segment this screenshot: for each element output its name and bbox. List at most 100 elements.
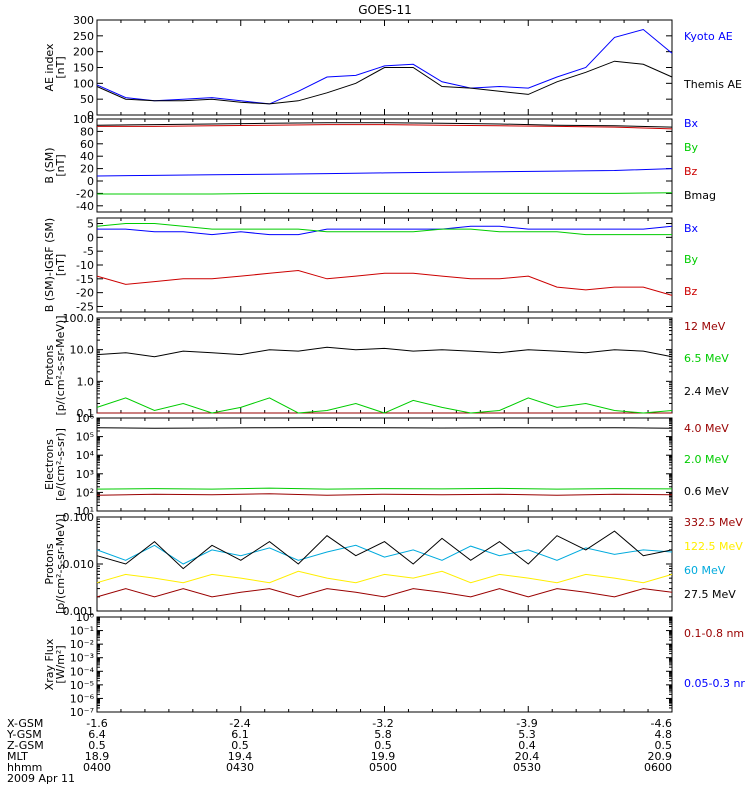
- legend-entry: Bmag: [684, 189, 716, 202]
- footer-value: 6.1: [231, 728, 249, 741]
- legend-entry: Bx: [684, 222, 699, 235]
- legend-entry: 332.5 MeV: [684, 516, 743, 529]
- series-line-bx: [96, 168, 673, 177]
- y-tick-label: 50: [80, 93, 94, 106]
- y-tick-label: 10⁶: [76, 412, 95, 425]
- y-tick-label: 10⁴: [76, 449, 95, 462]
- panel-frame: [96, 616, 673, 713]
- y-tick-label: 300: [73, 14, 94, 27]
- footer-value: 5.3: [518, 728, 536, 741]
- y-axis-label: Protons: [43, 543, 56, 584]
- series-line-bz: [97, 124, 673, 130]
- legend-entry: 2.4 MeV: [684, 385, 729, 398]
- legend-entry: Themis AE: [683, 78, 742, 91]
- y-tick-label: 0: [87, 175, 94, 188]
- series-line-6-5-mev: [96, 397, 673, 414]
- footer-value: 19.4: [228, 750, 253, 763]
- footer-row-label: hhmm: [7, 761, 42, 774]
- legend-entry: Bz: [684, 165, 698, 178]
- series-line-27-5-mev: [96, 530, 673, 570]
- panel-frame: [96, 317, 673, 414]
- footer-value: -1.6: [86, 717, 107, 730]
- y-axis-label: [p/(cm²-s-sr-MeV)]: [54, 316, 67, 416]
- series-line-2-0-mev: [96, 487, 673, 490]
- legend-entry: 122.5 MeV: [684, 540, 743, 553]
- footer-row-label: MLT: [7, 750, 28, 763]
- footer-date: 2009 Apr 11: [7, 772, 75, 785]
- y-axis-label: B (SM)-IGRF (SM): [43, 218, 56, 312]
- y-tick-label: 200: [73, 46, 94, 59]
- y-tick-label: 0.1: [77, 407, 95, 420]
- legend-entry: 2.0 MeV: [684, 453, 729, 466]
- footer-value: -2.4: [229, 717, 250, 730]
- footer-value: 6.4: [88, 728, 106, 741]
- panel-frame: [96, 417, 673, 512]
- y-tick-label: 0: [87, 231, 94, 244]
- footer-value: 0.5: [231, 739, 249, 752]
- y-axis-label: B (SM): [43, 147, 56, 183]
- series-line-bx: [97, 225, 673, 236]
- y-tick-label: 10⁰: [76, 611, 95, 624]
- y-tick-label: 10⁵: [76, 431, 94, 444]
- legend-entry: By: [684, 253, 699, 266]
- y-tick-label: 10.0: [70, 344, 95, 357]
- legend-entry: By: [684, 141, 699, 154]
- legend-entry: Bx: [684, 117, 699, 130]
- footer-value: 20.4: [515, 750, 540, 763]
- footer-row-label: Z-GSM: [7, 739, 44, 752]
- series-line-by: [96, 223, 672, 236]
- y-tick-label: 10²: [76, 486, 94, 499]
- y-axis-label: [e/(cm²-s-sr)]: [54, 428, 67, 501]
- y-tick-label: 10³: [76, 468, 94, 481]
- footer-value: 0500: [369, 761, 397, 774]
- y-tick-label: 5: [87, 218, 94, 231]
- series-line-by: [97, 192, 673, 195]
- footer-value: 5.8: [374, 728, 392, 741]
- y-tick-label: 250: [73, 30, 94, 43]
- y-tick-label: 10⁻⁷: [70, 706, 94, 719]
- footer-value: 0600: [644, 761, 672, 774]
- legend-entry: 0.1-0.8 nm: [684, 627, 744, 640]
- footer-value: 0.4: [518, 739, 536, 752]
- panel-protons_hi: 0.1 1.0 10.0 100.0 Protons[p/(cm²-s-sr-MeV)]…: [43, 312, 729, 420]
- footer-value: 19.9: [371, 750, 396, 763]
- footer-value: 0400: [83, 761, 111, 774]
- panel-protons_lo: 0.001 0.010 0.100 Protons[p/(cm²-s-sr-MeV)]…: [43, 511, 743, 618]
- panel-frame: [96, 118, 673, 213]
- y-tick-label: 100: [73, 77, 94, 90]
- y-axis-label: [nT]: [54, 254, 67, 276]
- series-line-60-mev: [96, 544, 673, 565]
- y-tick-label: 0.010: [63, 558, 95, 571]
- panel-dbigrf: -25-20-15-10-505 B (SM)-IGRF (SM)[nT] Bx By…: [43, 217, 699, 313]
- y-axis-label: Xray Flux: [43, 638, 56, 690]
- legend-entry: 27.5 MeV: [684, 588, 736, 601]
- y-tick-label: -20: [76, 187, 94, 200]
- panel-ae: 0 50 100 150 200 250 300 AE index[nT] Kyoto AE Th…: [43, 14, 742, 122]
- footer-value: 0430: [226, 761, 254, 774]
- y-tick-label: 10⁻⁵: [70, 679, 94, 692]
- series-line-2-4-mev: [96, 346, 673, 358]
- y-tick-label: -5: [83, 245, 94, 258]
- legend-entry: 0.6 MeV: [684, 485, 729, 498]
- y-tick-label: 10⁻³: [70, 652, 94, 665]
- y-tick-label: -10: [76, 259, 94, 272]
- footer-value: 0.5: [88, 739, 106, 752]
- y-tick-label: 10⁻⁶: [70, 692, 95, 705]
- legend-entry: 6.5 MeV: [684, 352, 729, 365]
- y-tick-label: 10⁻⁴: [70, 665, 95, 678]
- y-tick-label: -15: [76, 273, 94, 286]
- y-tick-label: 80: [80, 125, 94, 138]
- legend-entry: Kyoto AE: [684, 30, 733, 43]
- series-line-themis-ae: [96, 60, 673, 105]
- footer-value: -3.9: [516, 717, 537, 730]
- legend-entry: 4.0 MeV: [684, 422, 729, 435]
- y-tick-label: 0.100: [63, 511, 95, 524]
- footer-row-label: X-GSM: [7, 717, 43, 730]
- y-axis-label: Protons: [43, 345, 56, 386]
- legend-entry: Bz: [684, 285, 698, 298]
- y-axis-label: Electrons: [43, 439, 56, 490]
- y-tick-label: 40: [80, 150, 94, 163]
